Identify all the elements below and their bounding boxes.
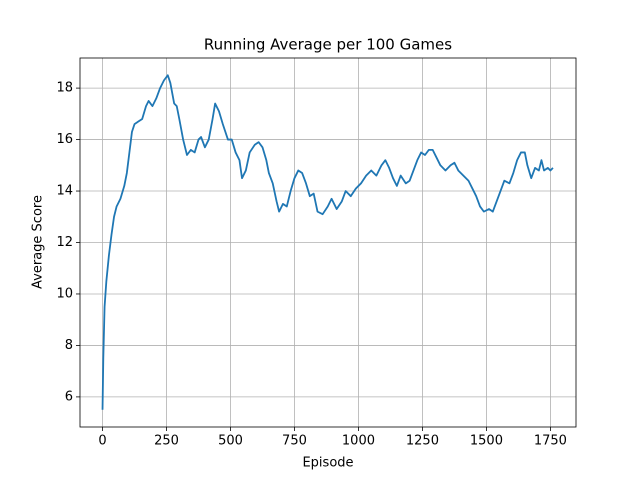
y-tick-label: 6 (65, 389, 73, 404)
x-tick-label: 1250 (406, 434, 439, 449)
y-tick-label: 12 (56, 235, 73, 250)
x-tick-label: 1750 (534, 434, 567, 449)
y-tick-label: 18 (56, 81, 73, 96)
y-tick-label: 10 (56, 286, 73, 301)
x-tick-label: 250 (154, 434, 179, 449)
x-tick-label: 0 (98, 434, 106, 449)
x-tick-label: 750 (282, 434, 307, 449)
y-tick-label: 8 (65, 338, 73, 353)
line-series (101, 74, 554, 410)
x-axis-label: Episode (302, 456, 353, 471)
chart-title: Running Average per 100 Games (204, 36, 452, 54)
x-tick-label: 1000 (342, 434, 375, 449)
y-tick-label: 16 (56, 132, 73, 147)
y-tick-label: 14 (56, 184, 73, 199)
x-tick-label: 1500 (470, 434, 503, 449)
plot-frame (79, 57, 577, 428)
y-axis-label: Average Score (31, 195, 46, 289)
x-tick-label: 500 (218, 434, 243, 449)
